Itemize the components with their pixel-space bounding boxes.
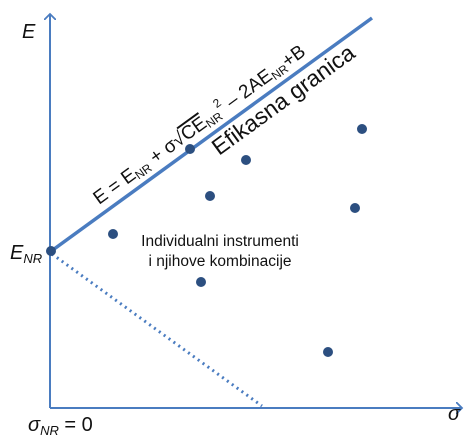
region-label-line1: Individualni instrumenti [141, 233, 299, 250]
asset-point [205, 191, 215, 201]
y-axis-label: E [22, 21, 36, 43]
region-label-line2: i njihove kombinacije [148, 253, 291, 270]
intercept-point [46, 246, 56, 256]
intercept-label: ENR [10, 242, 42, 266]
asset-point [357, 124, 367, 134]
asset-point [350, 203, 360, 213]
asset-point [241, 155, 251, 165]
asset-point [323, 347, 333, 357]
frontier-equation: E = ENR + σ√CENR2 – 2AENR+B [87, 38, 310, 210]
origin-label: σNR = 0 [28, 414, 93, 436]
asset-point [196, 277, 206, 287]
efficient-frontier-line [48, 16, 374, 254]
x-axis-label: σ [448, 403, 461, 425]
dotted-lower-line [51, 252, 263, 408]
asset-point [108, 229, 118, 239]
frontier-point [185, 144, 195, 154]
